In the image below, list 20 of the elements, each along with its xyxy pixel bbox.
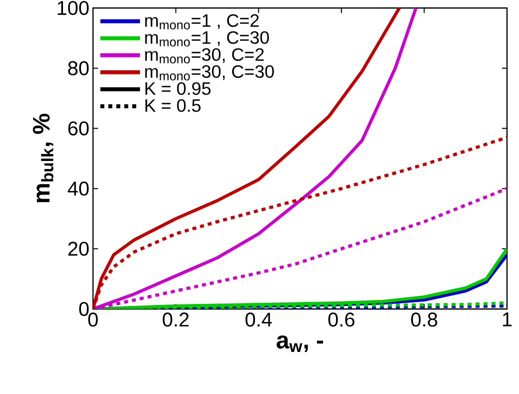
y-tick-label: 80 (68, 61, 89, 76)
y-tick-label: 100 (58, 0, 89, 16)
x-tick-label: 1 (502, 312, 512, 326)
y-tick-label: 0 (79, 302, 89, 316)
x-tick-label: 0.8 (411, 312, 438, 327)
x-tick-label: 0.2 (162, 312, 189, 327)
x-tick-label: 0.4 (246, 312, 272, 327)
legend-label: m$_{mono}$=30, C=30 (145, 65, 274, 80)
legend-label: m$_{mono}$=30, C=2 (145, 48, 264, 64)
legend-label: K = 0.95 (145, 82, 211, 95)
legend-label: m$_{mono}$=1 , C=2 (145, 14, 259, 30)
y-tick-label: 40 (68, 182, 89, 196)
legend-label: K = 0.5 (145, 99, 201, 112)
x-tick-label: 0.6 (328, 312, 354, 327)
x-tick-label: 0 (88, 312, 98, 327)
legend-label: m$_{mono}$=1 , C=30 (145, 31, 269, 46)
x-axis-title: a$_{w}$, - (276, 335, 324, 352)
y-axis-title: m$_{bulk}$, % (32, 114, 54, 202)
y-tick-label: 20 (68, 242, 89, 256)
y-tick-label: 60 (68, 121, 89, 136)
